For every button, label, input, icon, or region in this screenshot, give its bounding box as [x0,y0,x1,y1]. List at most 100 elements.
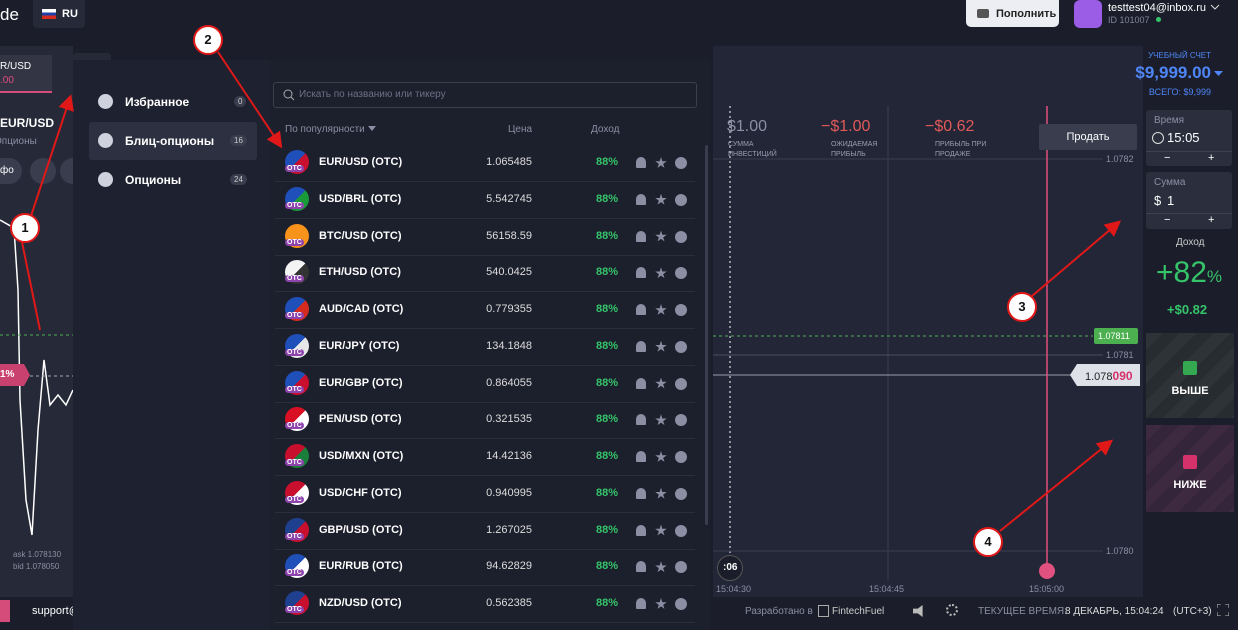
bell-icon[interactable] [636,414,646,426]
asset-name[interactable]: EUR/USD (OTC) [319,156,403,168]
amount-box[interactable]: Сумма $ 1 − + [1146,172,1232,229]
amount-minus[interactable]: − [1164,214,1171,226]
balance[interactable]: $9,999.00 [1135,63,1211,82]
asset-name[interactable]: USD/BRL (OTC) [319,192,402,205]
otc-badge: OTC [285,569,304,577]
asset-name[interactable]: EUR/GBP (OTC) [319,376,403,389]
asset-name[interactable]: USD/MXN (OTC) [319,450,404,462]
asset-name[interactable]: GBP/USD (OTC) [319,523,403,536]
info-icon[interactable] [675,193,687,206]
down-icon [1183,455,1197,469]
info-icon[interactable] [675,561,687,574]
ask: ask 1.078130 [13,550,62,559]
asset-price: 1.267025 [486,523,532,536]
sort-header[interactable]: По популярности [285,124,365,135]
bell-icon[interactable] [636,340,646,352]
info-icon[interactable] [675,487,687,500]
annotation-badge: 2 [193,25,223,55]
time-box[interactable]: Время 15:05 − + [1146,110,1232,166]
amount-plus[interactable]: + [1208,214,1215,226]
bell-icon[interactable] [636,487,646,499]
pair-tab[interactable]: R/USD .00 [0,55,52,93]
bell-icon[interactable] [636,598,646,609]
time-minus[interactable]: − [1164,152,1171,164]
sell-button[interactable]: Продать [1039,124,1137,150]
price-level: 1.0781 [1106,350,1134,360]
bell-icon[interactable] [636,230,646,242]
bell-icon[interactable] [636,193,646,205]
star-icon[interactable] [655,157,667,168]
sound-icon[interactable] [913,605,923,617]
bell-icon[interactable] [636,524,646,536]
info-icon[interactable] [675,451,687,463]
bell-icon[interactable] [636,157,646,168]
star-icon[interactable] [655,267,667,279]
star-icon[interactable] [655,451,667,462]
stat-label: ОЖИДАЕМАЯ ПРИБЫЛЬ [831,141,878,158]
asset-profit: 88% [595,486,618,499]
bell-icon[interactable] [636,451,646,462]
star-icon[interactable] [655,304,667,315]
info-icon[interactable] [675,230,687,243]
avatar[interactable] [1074,0,1102,28]
settings-icon[interactable] [946,604,958,616]
user-email[interactable]: testtest04@inbox.ru [1108,2,1206,14]
scrollbar[interactable] [705,145,708,525]
row-divider [275,328,695,329]
up-button[interactable]: ВЫШЕ [1146,333,1234,418]
down-button[interactable]: НИЖЕ [1146,425,1234,512]
asset-name[interactable]: BTC/USD (OTC) [319,229,402,242]
bell-icon[interactable] [636,267,646,279]
pair-name[interactable]: EUR/USD [0,116,55,130]
menu-label[interactable]: Блиц-опционы [125,134,215,148]
asset-name[interactable]: USD/CHF (OTC) [319,486,402,499]
star-icon[interactable] [655,524,667,536]
lang-button[interactable]: RU [33,0,85,28]
asset-price: 1.065485 [486,156,532,168]
star-icon[interactable] [655,230,667,242]
asset-profit: 88% [595,413,618,426]
star-icon[interactable] [655,193,667,205]
asset-name[interactable]: AUD/CAD (OTC) [319,303,404,315]
menu-label[interactable]: Опционы [125,173,182,187]
brand-icon [818,605,829,617]
info-button[interactable]: фо [0,158,22,184]
menu-label[interactable]: Избранное [125,95,190,109]
info-icon[interactable] [675,377,687,390]
bell-icon[interactable] [636,304,646,315]
info-icon[interactable] [675,267,687,280]
asset-name[interactable]: NZD/USD (OTC) [319,597,402,609]
balance-arrow[interactable] [1214,71,1223,77]
star-icon[interactable] [655,561,667,573]
profit-header: Доход [591,124,620,135]
bell-icon[interactable] [636,377,646,389]
price-header: Цена [508,124,533,135]
asset-price: 0.864055 [486,376,532,389]
asset-name[interactable]: EUR/JPY (OTC) [319,339,400,352]
star-icon[interactable] [655,340,667,352]
info-icon[interactable] [675,304,687,316]
star-icon[interactable] [655,487,667,499]
brand[interactable]: FintechFuel [832,606,885,617]
info-icon[interactable] [675,414,687,427]
search-box[interactable]: Искать по названию или тикеру [273,82,697,108]
support[interactable]: support@ [32,605,80,617]
time-plus[interactable]: + [1208,152,1215,164]
asset-name[interactable]: ETH/USD (OTC) [319,266,401,279]
bell-icon[interactable] [636,561,646,573]
info-icon[interactable] [675,340,687,353]
asset-name[interactable]: PEN/USD (OTC) [319,413,402,426]
dropdown-arrow[interactable] [1210,4,1220,12]
deposit-button[interactable]: Пополнить [966,0,1059,27]
asset-name[interactable]: EUR/RUB (OTC) [319,560,403,573]
timezone: (UTC+3) [1173,606,1212,617]
star-icon[interactable] [655,414,667,426]
star-icon[interactable] [655,377,667,389]
star-icon[interactable] [655,598,667,609]
info-icon[interactable] [675,157,687,169]
info-icon[interactable] [675,524,687,537]
info-icon[interactable] [675,598,687,610]
amount-label: Сумма [1154,177,1186,188]
marker-label: 1% [0,369,15,380]
